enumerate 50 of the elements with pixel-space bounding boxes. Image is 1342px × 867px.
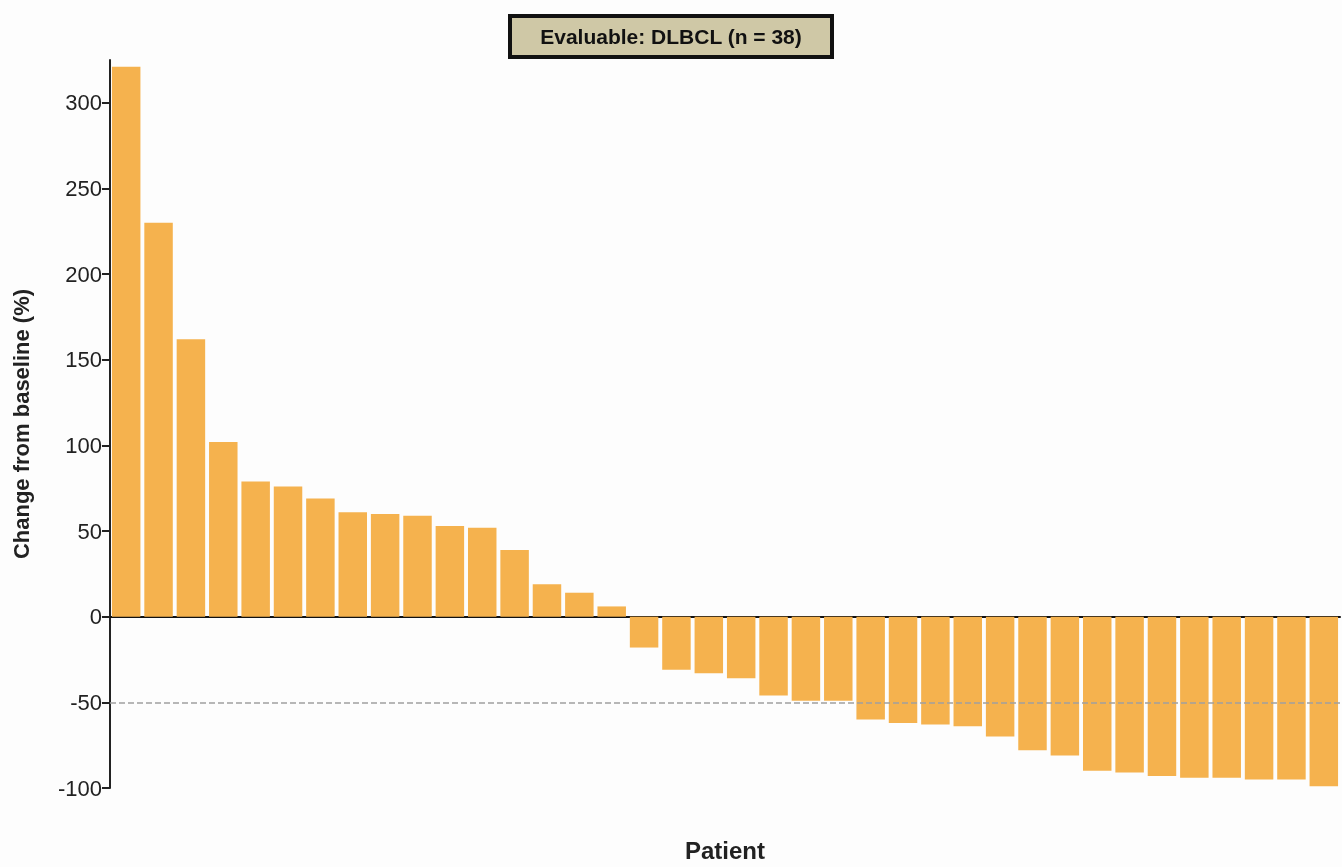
- bar: [111, 66, 141, 617]
- bar: [629, 616, 659, 648]
- y-tick-label: -100: [57, 775, 102, 801]
- y-tick-label: 0: [89, 604, 102, 630]
- bar: [597, 606, 626, 617]
- y-tick-label: 250: [65, 175, 102, 201]
- bar: [370, 513, 400, 617]
- bar: [306, 498, 335, 617]
- bar: [176, 339, 206, 617]
- bar: [888, 616, 918, 723]
- y-tick-label: 100: [65, 432, 102, 458]
- bar: [209, 441, 238, 617]
- bar: [921, 616, 950, 725]
- bar: [1050, 616, 1080, 756]
- bar: [759, 616, 788, 696]
- y-tick-label: -50: [70, 689, 102, 715]
- bar: [565, 592, 594, 617]
- bar: [241, 481, 270, 617]
- bar: [856, 616, 885, 720]
- chart-title: Evaluable: DLBCL (n = 38): [540, 25, 802, 48]
- bar: [953, 616, 983, 727]
- bar: [1082, 616, 1112, 771]
- bar: [726, 616, 756, 679]
- bar: [1115, 616, 1144, 773]
- y-tick-label: 150: [65, 347, 102, 373]
- bar: [985, 616, 1015, 737]
- bar: [1309, 616, 1339, 787]
- bar: [500, 549, 529, 617]
- y-tick-label: 50: [77, 518, 102, 544]
- x-axis-title: Patient: [684, 836, 766, 864]
- y-tick-label: 300: [65, 90, 102, 116]
- y-axis-title: Change from baseline (%): [8, 288, 34, 560]
- bar: [467, 527, 497, 617]
- bar: [403, 515, 432, 617]
- bar: [1244, 616, 1274, 780]
- bar: [694, 616, 724, 674]
- bar: [273, 486, 303, 617]
- bar: [1180, 616, 1209, 778]
- bar: [824, 616, 853, 701]
- y-tick-label: 200: [65, 261, 102, 287]
- bar: [532, 584, 562, 617]
- bar: [1277, 616, 1306, 780]
- bar: [1018, 616, 1047, 751]
- bar: [338, 512, 368, 617]
- bar: [662, 616, 691, 670]
- bar: [144, 222, 173, 617]
- bar: [435, 525, 465, 617]
- bar: [1147, 616, 1177, 777]
- bar: [791, 616, 821, 701]
- bar: [1212, 616, 1241, 778]
